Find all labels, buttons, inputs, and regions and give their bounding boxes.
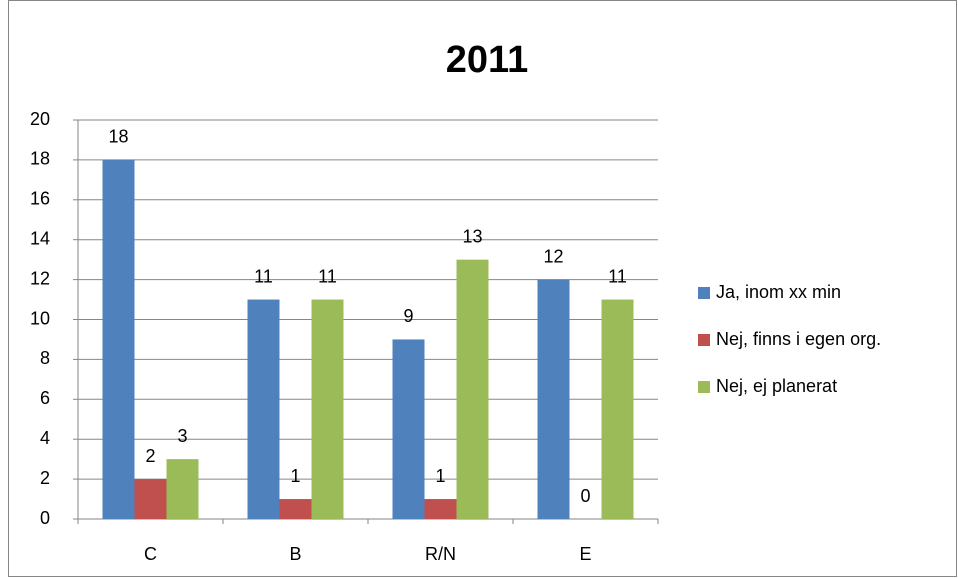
legend-swatch: [698, 334, 710, 346]
x-tick-label: E: [579, 544, 591, 564]
legend-swatch: [698, 381, 710, 393]
legend-label: Ja, inom xx min: [716, 282, 841, 302]
y-tick-label: 16: [30, 189, 50, 209]
value-label: 12: [543, 246, 563, 266]
value-label: 11: [254, 266, 273, 286]
y-tick-label: 6: [40, 388, 50, 408]
x-tick-label: C: [144, 544, 157, 564]
bar: [456, 259, 489, 519]
value-label: 11: [318, 266, 337, 286]
x-tick-label: R/N: [425, 544, 456, 564]
bar: [166, 459, 199, 519]
bar: [392, 339, 425, 519]
y-tick-label: 2: [40, 468, 50, 488]
legend-swatch: [698, 287, 710, 299]
legend-label: Nej, finns i egen org.: [716, 329, 881, 349]
bar: [311, 299, 344, 519]
bar: [102, 159, 135, 519]
y-tick-label: 10: [30, 308, 50, 328]
value-label: 1: [290, 466, 300, 486]
legend-label: Nej, ej planerat: [716, 376, 837, 396]
value-label: 0: [580, 486, 590, 506]
y-tick-label: 20: [30, 109, 50, 129]
value-label: 2: [145, 446, 155, 466]
y-tick-label: 12: [30, 268, 50, 288]
chart-title: 2011: [446, 39, 528, 81]
y-tick-label: 18: [30, 149, 50, 169]
y-tick-label: 14: [30, 228, 50, 248]
bar: [279, 499, 312, 519]
x-tick-label: B: [289, 544, 301, 564]
bar: [537, 279, 570, 519]
value-label: 1: [435, 466, 445, 486]
value-label: 11: [608, 266, 627, 286]
y-tick-label: 4: [40, 428, 50, 448]
bar: [601, 299, 634, 519]
y-tick-label: 0: [40, 508, 50, 528]
value-label: 18: [108, 127, 128, 147]
y-tick-label: 8: [40, 348, 50, 368]
bar: [424, 499, 457, 519]
value-label: 3: [177, 426, 187, 446]
bar: [247, 299, 280, 519]
bar: [134, 479, 167, 519]
value-label: 9: [403, 306, 413, 326]
value-label: 13: [462, 226, 482, 246]
